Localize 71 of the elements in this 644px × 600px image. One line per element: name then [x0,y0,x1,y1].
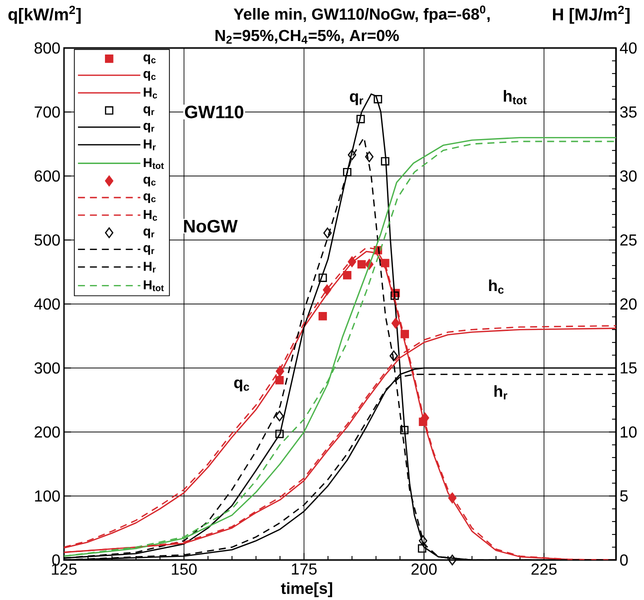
annotation: q$_{r}$ [350,93,364,106]
y2-tick-label: 0 [620,554,628,566]
y-tick-label: 100 [35,490,60,502]
annotation: NoGW [184,220,238,233]
point [374,95,382,104]
legend-label: H$_{c}$ [144,88,158,98]
y2-axis-title: H [MJ/m$^{2}$] [553,6,630,24]
point [418,535,428,546]
legend-label: H$_{tot}$ [144,158,164,169]
annotation: h$_{r}$ [494,385,508,400]
legend-label: q$_{r}$ [144,228,154,238]
y2-tick-label: 35 [620,106,637,118]
legend-label: H$_{tot}$ [144,280,164,292]
y-tick-label: 500 [34,234,60,246]
point [318,274,327,282]
annotation: h$_{tot}$ [504,90,527,104]
y2-tick-label: 40 [620,42,637,54]
y-axis-title: q[kW/m$^{2}$] [8,6,81,24]
legend-label: H$_{r}$ [144,262,156,273]
x-tick-label: 125 [52,564,77,575]
y-tick-label: 800 [34,42,60,54]
y-tick-label: 200 [34,426,60,438]
point [390,350,398,362]
x-tick-label: 175 [292,564,317,575]
annotation: h$_{c}$ [489,279,504,294]
legend-label: q$_{c}$ [144,176,156,186]
legend-label: q$_{r}$ [144,245,154,255]
point [400,426,409,434]
point [343,271,352,280]
y2-tick-label: 10 [620,426,637,438]
legend-label: q$_{r}$ [144,122,154,133]
y-tick-label: 400 [34,298,60,310]
point [348,256,356,268]
chart-subtitle: N$_{2}$=95%,CH$_{4}$=5%, Ar=0% [216,30,399,44]
x-tick-label: 225 [532,564,557,575]
point [390,291,399,300]
y2-tick-label: 30 [620,170,637,182]
point [276,366,284,377]
point [275,410,284,422]
y2-tick-label: 5 [620,490,628,502]
legend-label: q$_{c}$ [144,54,156,64]
y-tick-label: 300 [34,362,60,374]
point [318,312,327,320]
y2-tick-label: 25 [620,234,637,246]
legend-label: q$_{r}$ [144,106,154,116]
x-axis-title: time[s] [280,582,332,598]
point [275,430,284,438]
x-tick-label: 200 [412,564,437,575]
y2-tick-label: 20 [620,298,637,310]
legend-label: q$_{c}$ [144,71,156,81]
point [322,284,332,296]
legend-label: H$_{r}$ [144,140,156,150]
y-tick-label: 600 [34,170,60,182]
point [418,544,426,553]
point [365,151,374,162]
point [356,114,365,124]
point [392,318,400,329]
y-tick-label: 700 [34,106,60,118]
annotation: q$_{c}$ [234,379,250,392]
point [380,157,390,166]
chart-title: Yelle min, GW110/NoGw, fpa=-68$^{0}$, [234,6,490,23]
x-tick-label: 150 [172,564,197,575]
legend-label: q$_{c}$ [144,193,156,203]
point [323,228,332,238]
point [448,554,457,566]
point [348,150,356,160]
point [357,260,366,269]
legend-label: H$_{c}$ [144,210,158,221]
point [343,168,352,176]
annotation: GW110 [184,106,244,118]
y2-tick-label: 15 [620,362,637,374]
